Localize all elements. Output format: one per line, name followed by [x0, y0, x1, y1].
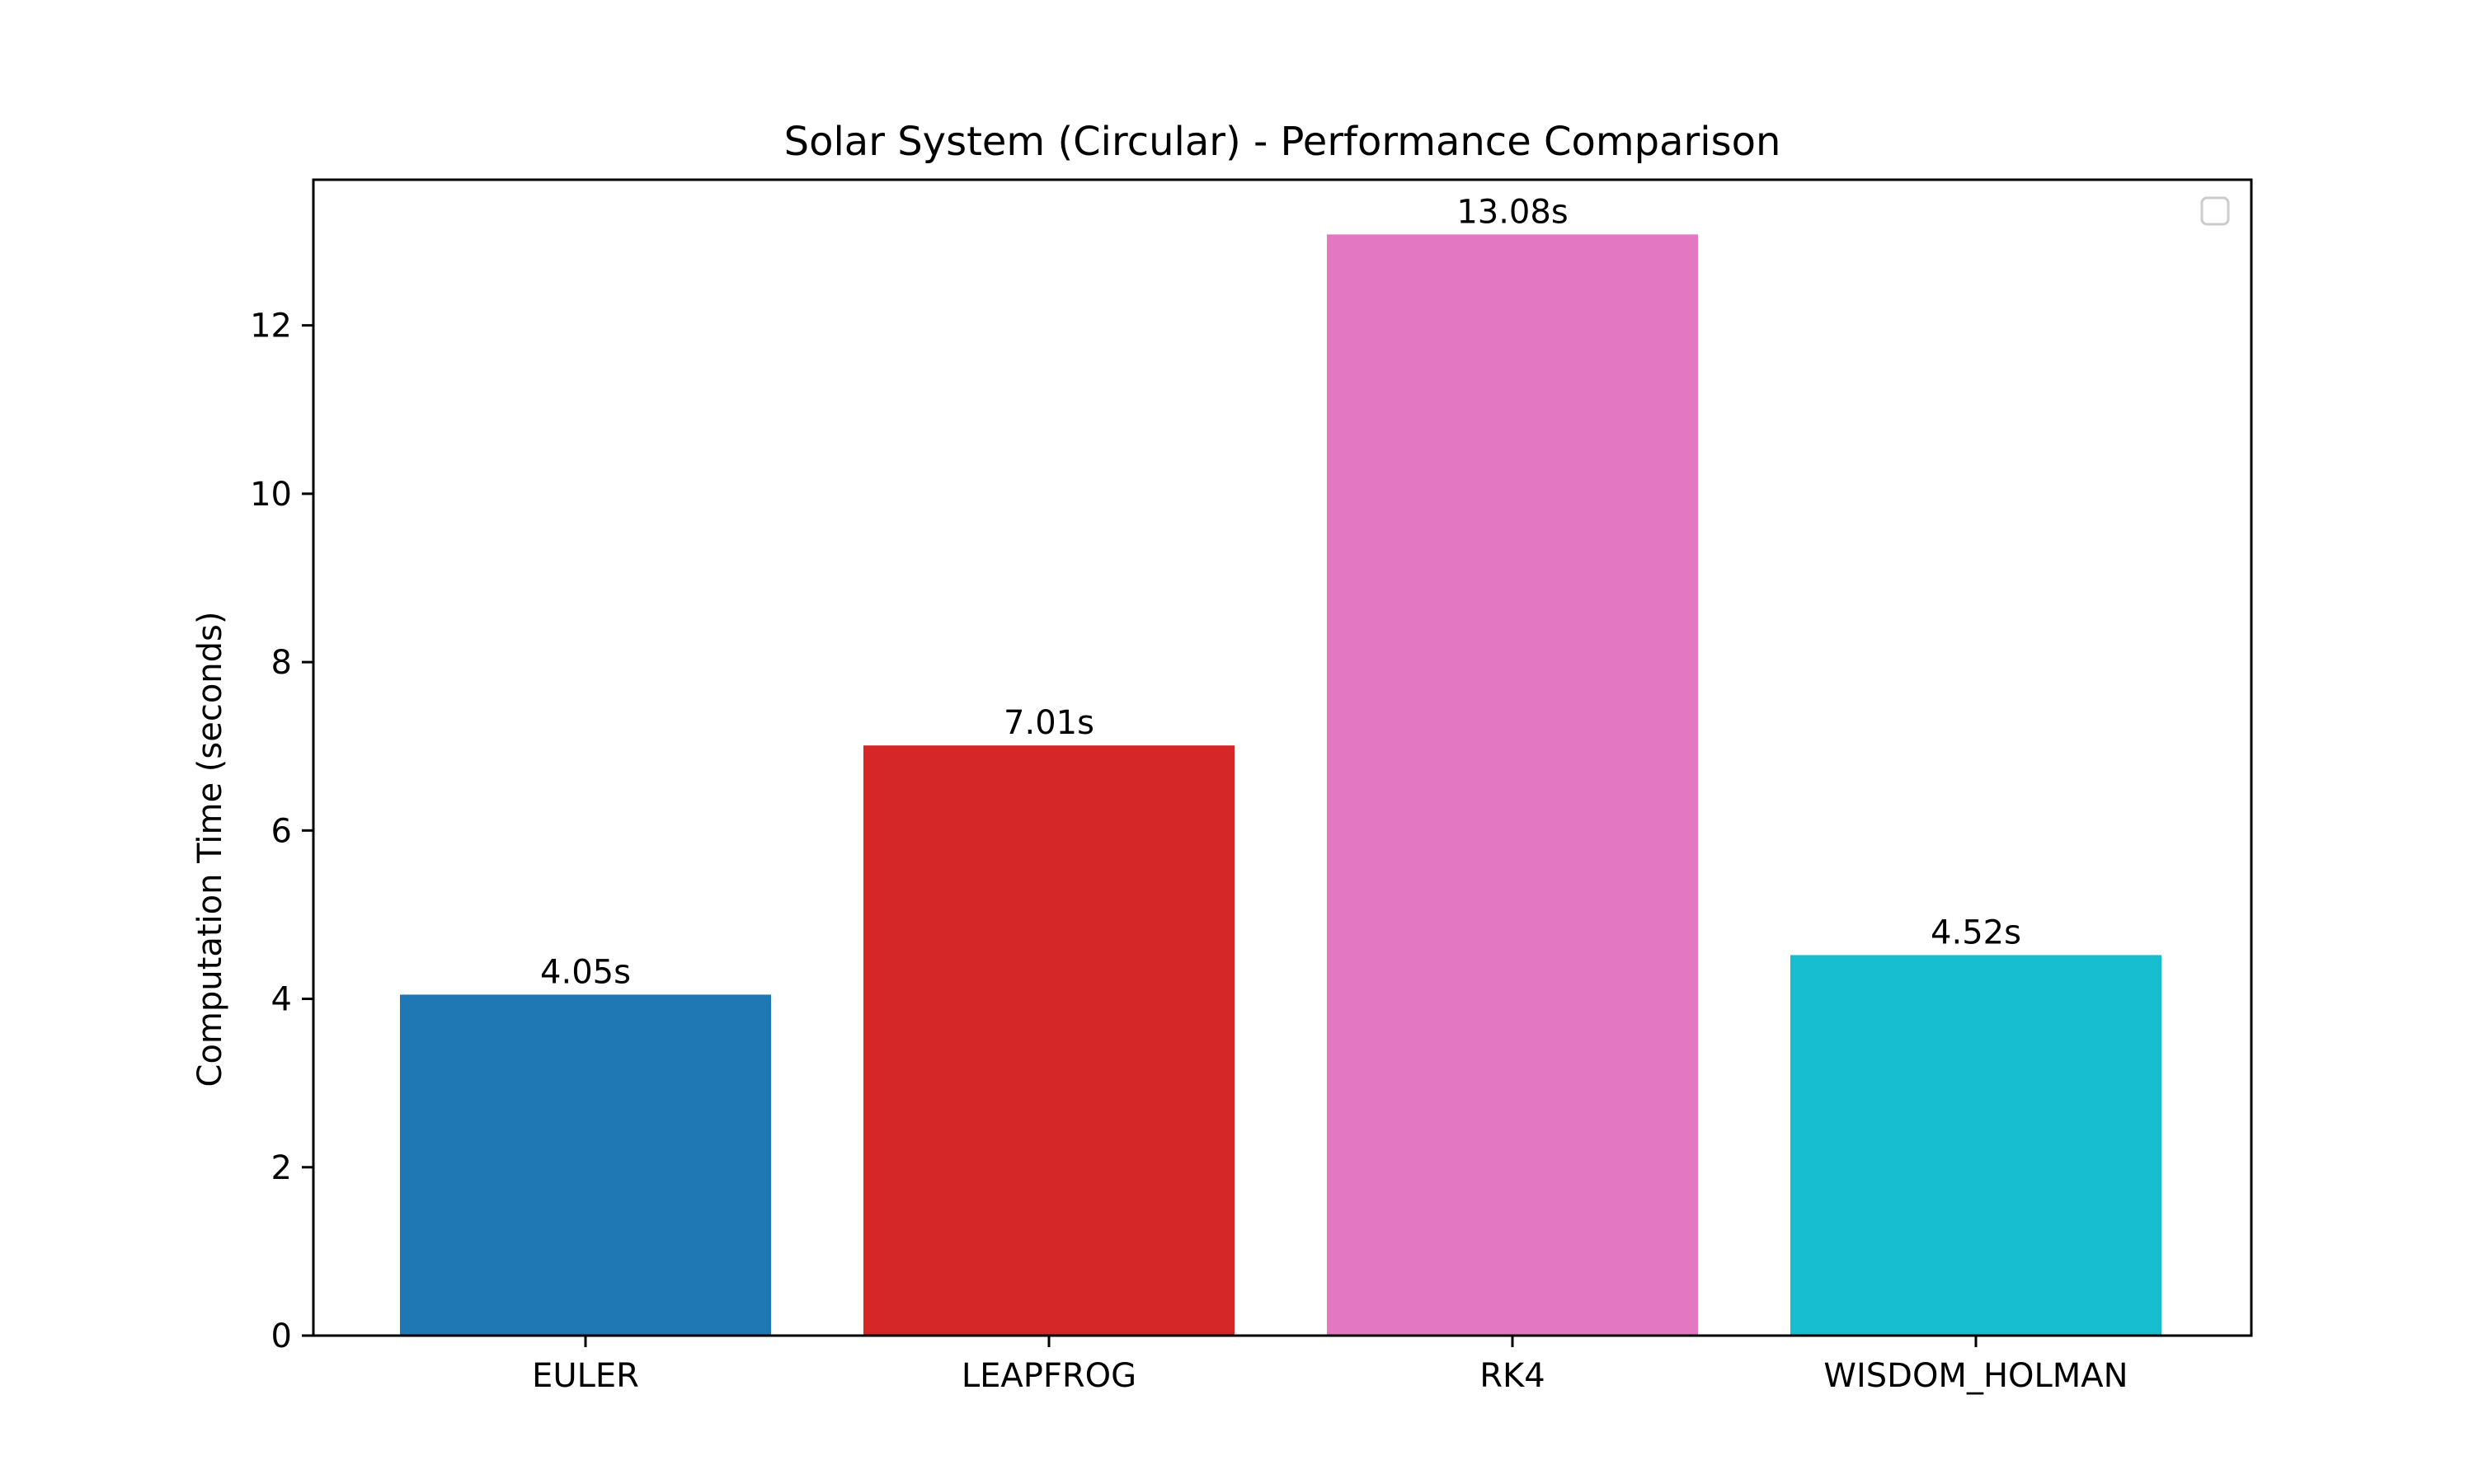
bars-layer	[400, 234, 2161, 1336]
y-tick-label: 2	[271, 1149, 292, 1187]
bar-value-label: 4.52s	[1931, 913, 2021, 951]
x-tick-label: WISDOM_HOLMAN	[1823, 1357, 2128, 1395]
y-tick-label: 0	[271, 1317, 292, 1355]
x-tick-label: RK4	[1479, 1357, 1545, 1395]
bar-leapfrog	[863, 745, 1235, 1336]
y-tick-label: 4	[271, 981, 292, 1019]
bar-euler	[400, 994, 771, 1336]
x-tick-label: LEAPFROG	[962, 1357, 1136, 1395]
bar-value-label: 4.05s	[540, 953, 631, 991]
y-axis-title: Computation Time (seconds)	[191, 612, 229, 1087]
chart-title: Solar System (Circular) - Performance Co…	[784, 119, 1781, 165]
bar-wisdom-holman	[1790, 955, 2161, 1336]
y-tick-label: 12	[250, 308, 292, 345]
x-tick-label: EULER	[532, 1357, 639, 1395]
x-axis: EULER LEAPFROG RK4 WISDOM_HOLMAN	[532, 1336, 2128, 1395]
bar-labels-layer: 4.05s 7.01s 13.08s 4.52s	[540, 193, 2021, 991]
bar-value-label: 13.08s	[1456, 193, 1568, 231]
legend-box	[2200, 196, 2230, 226]
bar-rk4	[1327, 234, 1698, 1336]
y-tick-label: 10	[250, 476, 292, 514]
y-tick-label: 6	[271, 812, 292, 850]
bar-value-label: 7.01s	[1004, 704, 1094, 742]
y-axis: 0 2 4 6 8 10 12	[250, 308, 313, 1355]
plot-area-frame	[312, 178, 2253, 1337]
y-tick-label: 8	[271, 644, 292, 682]
